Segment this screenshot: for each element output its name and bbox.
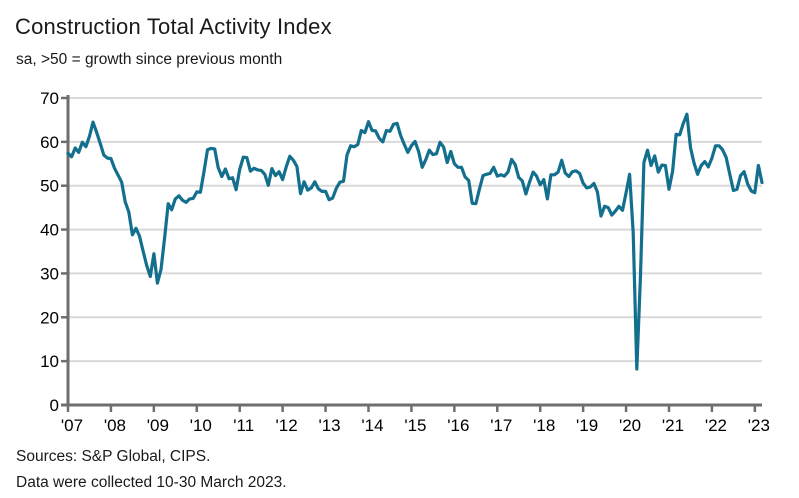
x-axis-label: '09: [147, 416, 169, 435]
y-axis-label: 20: [40, 308, 59, 327]
x-axis-label: '13: [318, 416, 340, 435]
y-axis-label: 0: [50, 396, 59, 415]
collection-note: Data were collected 10-30 March 2023.: [16, 474, 287, 491]
x-axis-label: '16: [447, 416, 469, 435]
x-axis-label: '11: [233, 416, 254, 435]
x-axis-label: '21: [662, 416, 684, 435]
y-axis-label: 10: [40, 352, 59, 371]
y-axis-label: 70: [40, 89, 59, 108]
activity-index-line-chart: 0 10 20 30 40 50 60 70 '07 '08 '09 '10 '11 '12 '13 '14 '…: [40, 89, 770, 435]
x-axis-label: '07: [61, 416, 83, 435]
x-axis-label: '22: [705, 416, 727, 435]
y-axis-label: 60: [40, 133, 59, 152]
x-axis-label: '19: [576, 416, 598, 435]
x-axis-label: '14: [361, 416, 383, 435]
y-axis-label: 50: [40, 177, 59, 196]
x-axis-label: '23: [748, 416, 770, 435]
activity-index-series-line: [66, 112, 764, 371]
y-axis-label: 40: [40, 221, 59, 240]
source-note: Sources: S&P Global, CIPS.: [16, 448, 211, 465]
chart-subtitle: sa, >50 = growth since previous month: [16, 51, 283, 68]
x-axis-label: '20: [619, 416, 641, 435]
x-axis-label: '15: [404, 416, 426, 435]
x-axis-label: '12: [276, 416, 298, 435]
x-axis-label: '17: [490, 416, 512, 435]
x-axis-label: '08: [104, 416, 126, 435]
chart-title: Construction Total Activity Index: [15, 14, 332, 39]
x-axis-label: '18: [533, 416, 555, 435]
y-axis-label: 30: [40, 264, 59, 283]
x-axis-label: '10: [190, 416, 212, 435]
